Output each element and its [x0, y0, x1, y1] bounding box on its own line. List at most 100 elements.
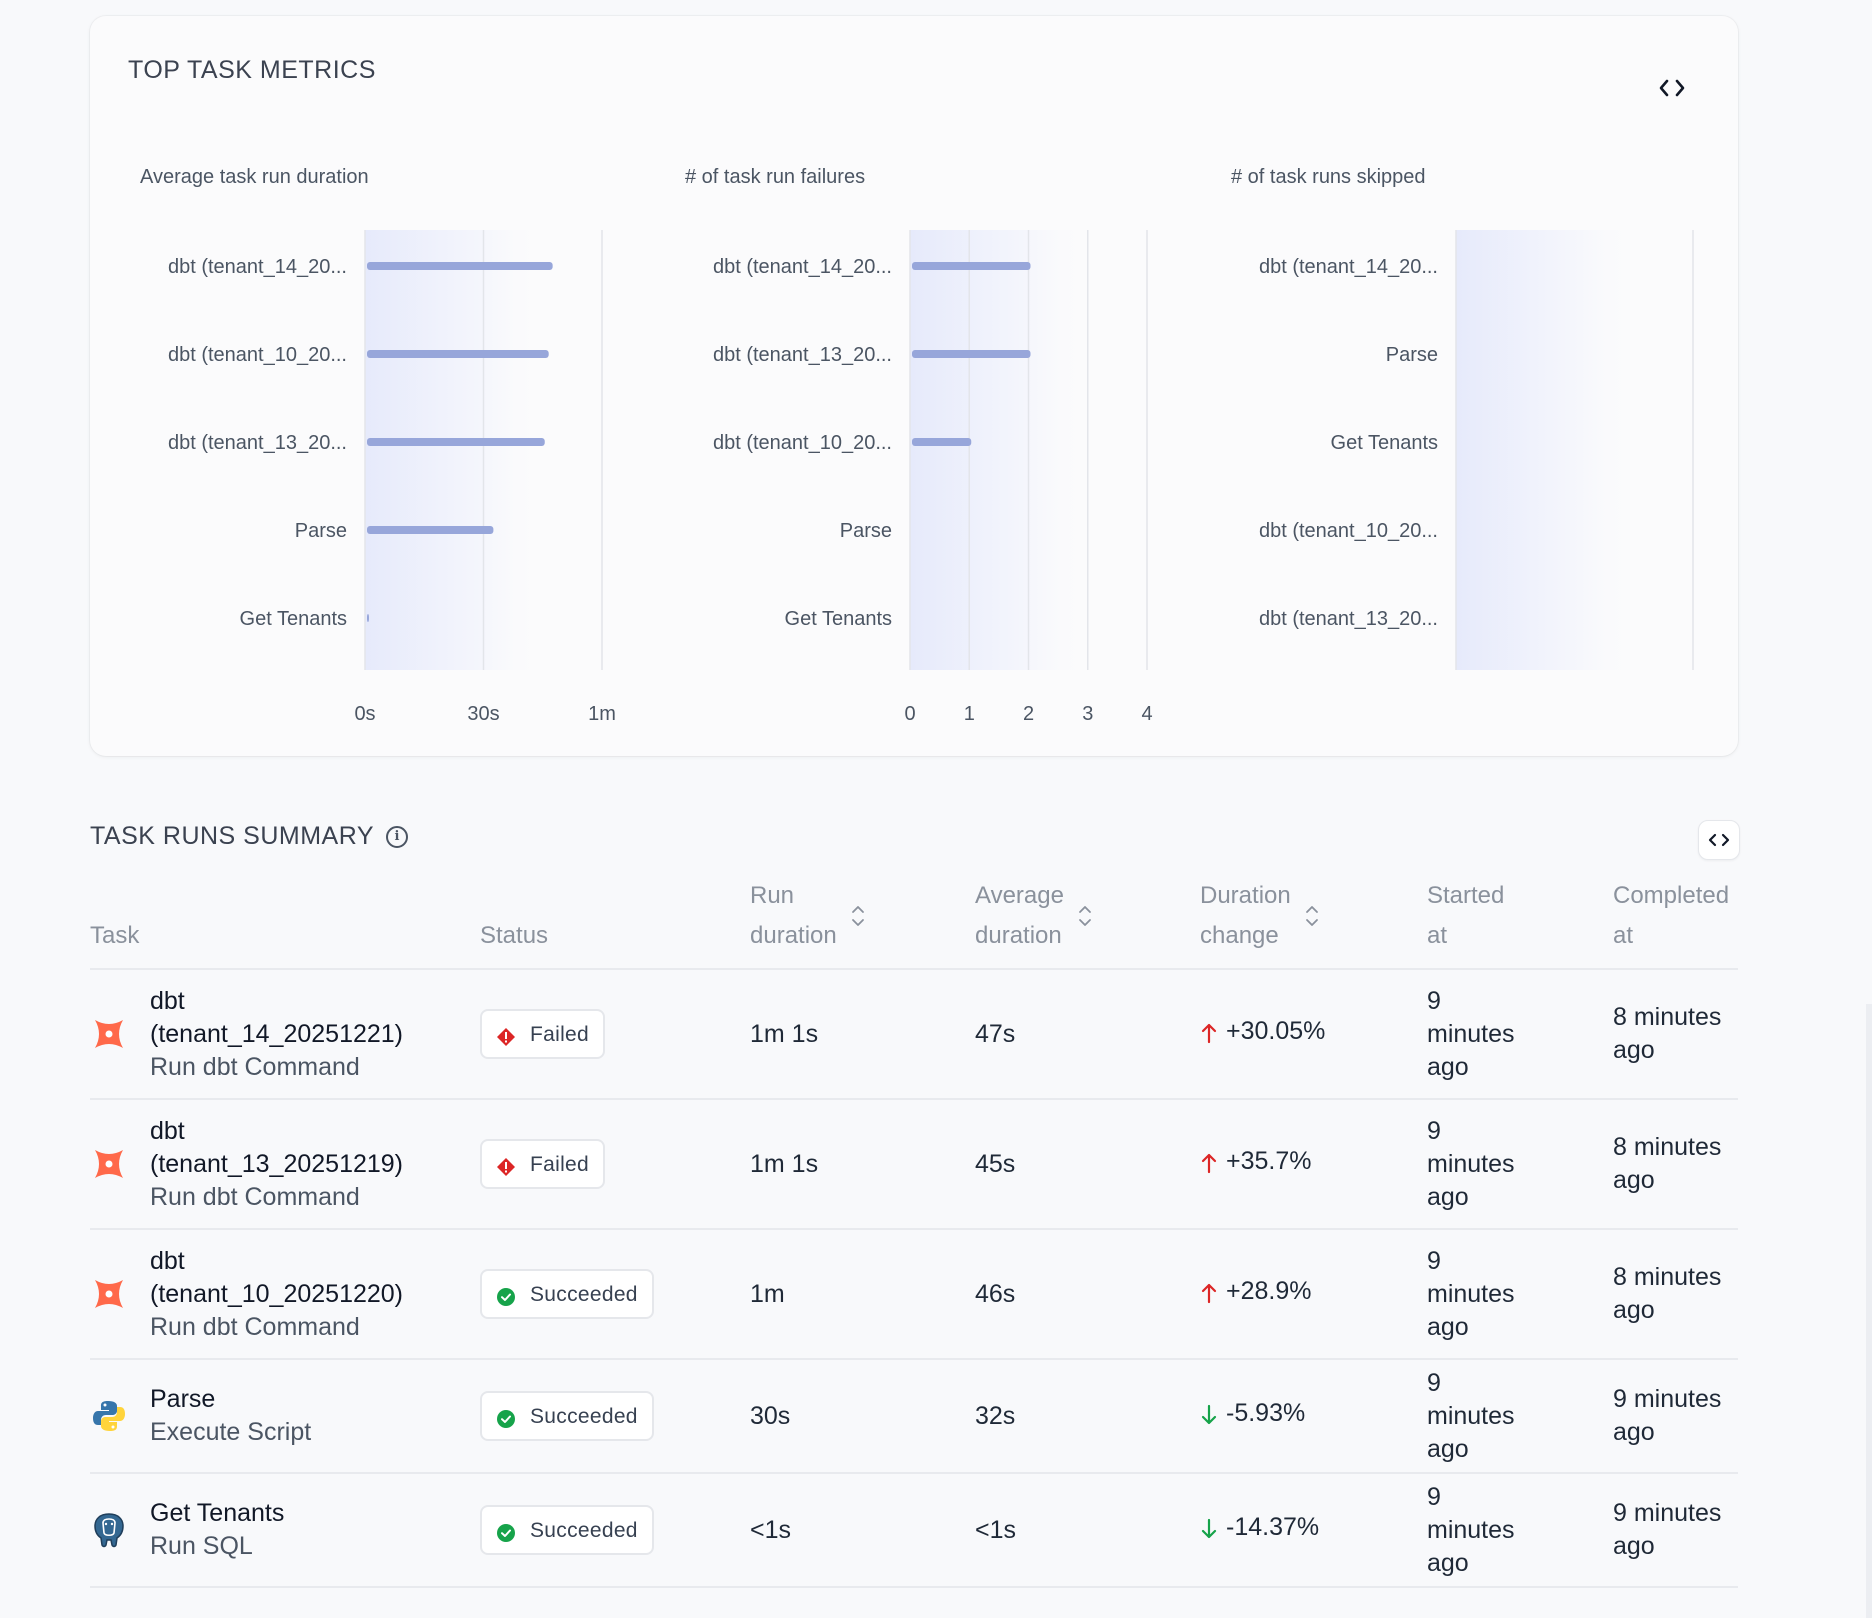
- duration-change-cell: +30.05%: [1200, 969, 1427, 1100]
- table-header-row: Task Status Run duration Average duration …: [90, 876, 1738, 970]
- completed-at-cell: 8 minutes ago: [1613, 1229, 1738, 1360]
- tick-label: 4: [1141, 703, 1152, 725]
- scrollbar-track[interactable]: [1866, 1004, 1872, 1618]
- task-subtitle: Run dbt Command: [150, 1182, 360, 1211]
- category-label: Get Tenants: [785, 608, 892, 630]
- completed-at-cell: 8 minutes ago: [1613, 1099, 1738, 1230]
- tick-label: 1m: [588, 703, 616, 725]
- chart-svg: dbt (tenant_14_20...dbt (tenant_13_20...…: [713, 230, 1153, 725]
- dbt-icon: [90, 1275, 128, 1313]
- completed-at-cell: 9 minutes ago: [1613, 1473, 1738, 1588]
- table-row[interactable]: Parse Execute Script Succeeded 30s 32s -…: [90, 1359, 1738, 1474]
- duration-change-cell: -5.93%: [1200, 1359, 1427, 1474]
- category-label: dbt (tenant_14_20...: [1259, 256, 1438, 278]
- code-icon[interactable]: [1698, 820, 1740, 860]
- task-name[interactable]: dbt (tenant_14_20251221): [150, 986, 404, 1048]
- run-duration-cell: 30s: [750, 1359, 975, 1474]
- task-subtitle: Run SQL: [150, 1532, 253, 1560]
- arrow-up-icon: [1200, 1280, 1218, 1304]
- dbt-icon: [90, 1145, 128, 1183]
- bar[interactable]: [367, 614, 369, 622]
- task-subtitle: Run dbt Command: [150, 1052, 360, 1081]
- sort-icon[interactable]: [1305, 904, 1319, 928]
- tick-label: 0: [904, 703, 915, 725]
- bar[interactable]: [912, 262, 1031, 270]
- table-row[interactable]: Get Tenants Run SQL Succeeded <1s <1s -1…: [90, 1473, 1738, 1588]
- run-duration-cell: 1m: [750, 1229, 975, 1360]
- task-cell: dbt (tenant_13_20251219) Run dbt Command: [90, 1099, 480, 1230]
- run-duration-cell: 1m 1s: [750, 1099, 975, 1230]
- arrow-down-icon: [1200, 1516, 1218, 1539]
- task-name[interactable]: dbt (tenant_10_20251220): [150, 1246, 404, 1308]
- run-duration-cell: 1m 1s: [750, 969, 975, 1100]
- arrow-up-icon: [1200, 1020, 1218, 1044]
- bar[interactable]: [367, 350, 549, 358]
- bar[interactable]: [367, 262, 553, 270]
- started-at-cell: 9 minutes ago: [1427, 1099, 1613, 1230]
- chart-title: # of task run failures: [685, 166, 866, 188]
- status-badge: Succeeded: [480, 1505, 654, 1555]
- column-header-completed-at: Completed at: [1613, 876, 1738, 970]
- top-task-metrics-card: TOP TASK METRICS Average task run durati…: [90, 16, 1738, 756]
- tick-label: 3: [1082, 703, 1093, 725]
- status-cell: Failed: [480, 1099, 750, 1230]
- category-label: Get Tenants: [1331, 432, 1438, 454]
- column-header-duration-change[interactable]: Duration change: [1200, 876, 1427, 970]
- started-at-cell: 9 minutes ago: [1427, 1229, 1613, 1360]
- column-header-run-duration[interactable]: Run duration: [750, 876, 975, 970]
- status-cell: Succeeded: [480, 1359, 750, 1474]
- bar[interactable]: [912, 350, 1031, 358]
- failed-icon: [496, 1154, 516, 1176]
- code-icon[interactable]: [1650, 66, 1694, 110]
- table-row[interactable]: dbt (tenant_10_20251220) Run dbt Command …: [90, 1229, 1738, 1360]
- task-cell: Parse Execute Script: [90, 1359, 480, 1474]
- category-label: dbt (tenant_10_20...: [168, 344, 347, 366]
- metrics-title: TOP TASK METRICS: [128, 56, 376, 84]
- category-label: dbt (tenant_14_20...: [168, 256, 347, 278]
- average-duration-cell: <1s: [975, 1473, 1200, 1588]
- bar[interactable]: [367, 526, 494, 534]
- average-duration-cell: 47s: [975, 969, 1200, 1100]
- plot-background: [910, 230, 1088, 670]
- status-cell: Failed: [480, 969, 750, 1100]
- task-subtitle: Run dbt Command: [150, 1312, 360, 1341]
- succeeded-icon: [496, 1406, 516, 1428]
- succeeded-icon: [496, 1520, 516, 1542]
- column-header-status: Status: [480, 876, 750, 970]
- started-at-cell: 9 minutes ago: [1427, 969, 1613, 1100]
- dbt-icon: [90, 1015, 128, 1053]
- succeeded-icon: [496, 1284, 516, 1306]
- task-name[interactable]: Get Tenants: [150, 1499, 285, 1527]
- category-label: Parse: [295, 520, 347, 542]
- sort-icon[interactable]: [1078, 904, 1092, 928]
- duration-change-cell: +28.9%: [1200, 1229, 1427, 1360]
- table-row[interactable]: dbt (tenant_13_20251219) Run dbt Command …: [90, 1099, 1738, 1230]
- task-name[interactable]: Parse: [150, 1385, 216, 1413]
- sort-icon[interactable]: [851, 904, 865, 928]
- task-name[interactable]: dbt (tenant_13_20251219): [150, 1116, 404, 1178]
- info-icon[interactable]: i: [386, 825, 409, 848]
- chart-avg-duration: Average task run duration dbt (tenant_14…: [90, 146, 650, 746]
- status-cell: Succeeded: [480, 1229, 750, 1360]
- started-at-cell: 9 minutes ago: [1427, 1359, 1613, 1474]
- run-duration-cell: <1s: [750, 1473, 975, 1588]
- bar[interactable]: [367, 438, 545, 446]
- column-header-average-duration[interactable]: Average duration: [975, 876, 1200, 970]
- table-row[interactable]: dbt (tenant_14_20251221) Run dbt Command …: [90, 969, 1738, 1100]
- duration-change-cell: +35.7%: [1200, 1099, 1427, 1230]
- category-label: dbt (tenant_13_20...: [168, 432, 347, 454]
- task-cell: Get Tenants Run SQL: [90, 1473, 480, 1588]
- status-badge: Failed: [480, 1139, 605, 1189]
- bar[interactable]: [912, 438, 972, 446]
- postgres-icon: [90, 1511, 128, 1549]
- task-runs-table: Task Status Run duration Average duration …: [90, 876, 1738, 1588]
- average-duration-cell: 46s: [975, 1229, 1200, 1360]
- chart-title: Average task run duration: [140, 166, 369, 188]
- plot-background: [365, 230, 543, 670]
- average-duration-cell: 32s: [975, 1359, 1200, 1474]
- task-cell: dbt (tenant_14_20251221) Run dbt Command: [90, 969, 480, 1100]
- status-badge: Succeeded: [480, 1269, 654, 1319]
- arrow-up-icon: [1200, 1150, 1218, 1174]
- summary-header: TASK RUNS SUMMARY i: [90, 822, 409, 851]
- chart-title: # of task runs skipped: [1231, 166, 1426, 188]
